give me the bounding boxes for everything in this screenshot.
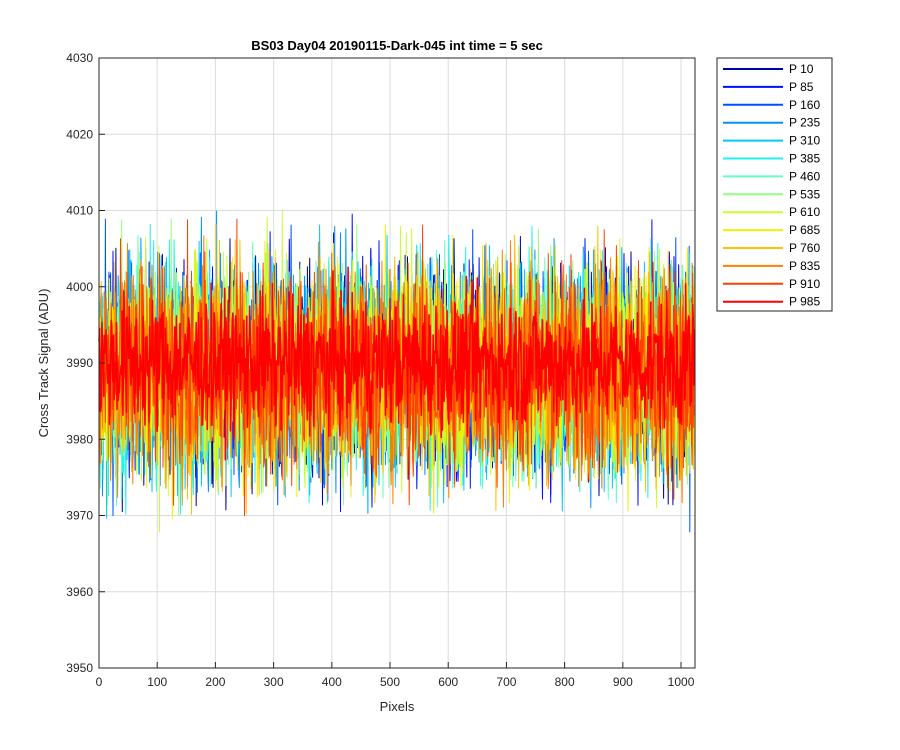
- chart-title: BS03 Day04 20190115-Dark-045 int time = …: [251, 38, 543, 53]
- x-tick-label: 100: [147, 675, 167, 689]
- legend-label: P 160: [789, 98, 820, 112]
- series-layer: [98, 210, 696, 533]
- x-axis-label: Pixels: [380, 699, 415, 714]
- legend-label: P 10: [789, 62, 814, 76]
- y-axis-label: Cross Track Signal (ADU): [36, 289, 51, 438]
- x-tick-label: 600: [438, 675, 458, 689]
- legend-label: P 835: [789, 259, 820, 273]
- y-tick-label: 4000: [66, 280, 93, 294]
- x-tick-label: 500: [380, 675, 400, 689]
- legend-label: P 385: [789, 152, 820, 166]
- y-tick-label: 4010: [66, 204, 93, 218]
- legend-label: P 460: [789, 169, 820, 183]
- legend-label: P 610: [789, 205, 820, 219]
- y-tick-label: 3990: [66, 356, 93, 370]
- legend-label: P 985: [789, 295, 820, 309]
- legend: P 10 P 85 P 160 P 235 P 310 P 385 P 460 P 535 P …: [716, 57, 833, 312]
- x-tick-label: 0: [96, 675, 103, 689]
- x-tick-label: 300: [264, 675, 284, 689]
- legend-label: P 910: [789, 277, 820, 291]
- x-tick-label: 200: [205, 675, 225, 689]
- legend-label: P 85: [789, 80, 814, 94]
- legend-label: P 535: [789, 187, 820, 201]
- legend-label: P 760: [789, 241, 820, 255]
- y-tick-label: 3960: [66, 585, 93, 599]
- x-tick-label: 700: [496, 675, 516, 689]
- y-tick-label: 3950: [66, 661, 93, 675]
- legend-box: [716, 57, 833, 312]
- legend-label: P 685: [789, 223, 820, 237]
- legend-label: P 310: [789, 134, 820, 148]
- y-tick-label: 3970: [66, 509, 93, 523]
- series-line: [98, 266, 696, 461]
- y-tick-label: 4020: [66, 127, 93, 141]
- y-tick-label: 4030: [66, 51, 93, 65]
- y-tick-label: 3980: [66, 432, 93, 446]
- x-tick-label: 800: [555, 675, 575, 689]
- x-tick-label: 400: [322, 675, 342, 689]
- x-tick-label: 1000: [668, 675, 695, 689]
- legend-label: P 235: [789, 116, 820, 130]
- x-tick-label: 900: [613, 675, 633, 689]
- axis-ticks: 0 100 200 300 400 500 600 700 800 900 1000 3950 3960…: [66, 51, 694, 689]
